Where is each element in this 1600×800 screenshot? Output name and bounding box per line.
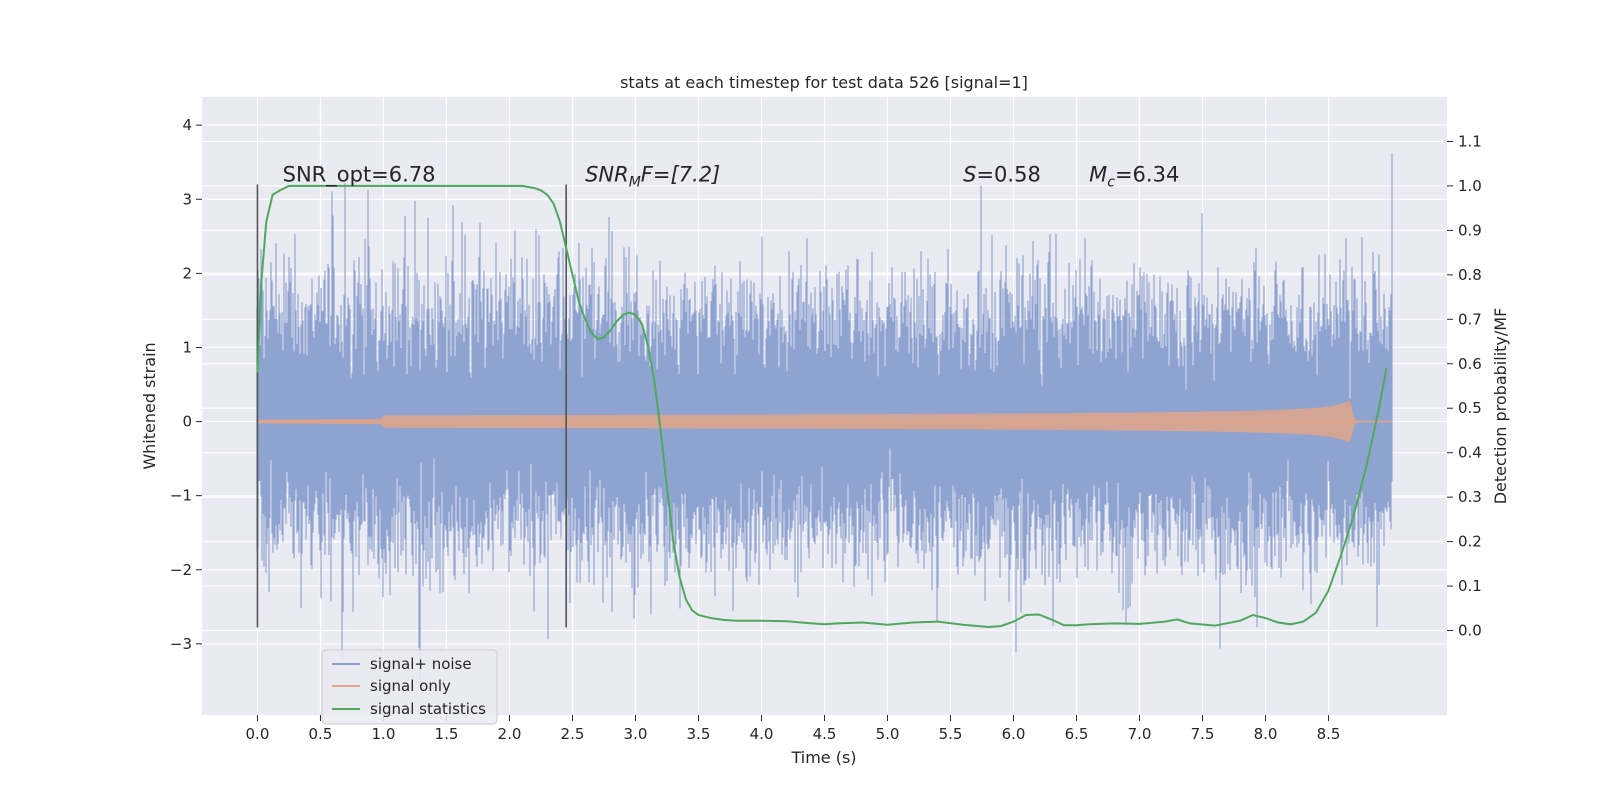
- y2-axis-label: Detection probability/MF: [1491, 308, 1510, 505]
- x-tick-label: 6.0: [1002, 725, 1026, 743]
- x-tick-label: 8.0: [1254, 725, 1278, 743]
- y2-tick-label: 0.7: [1458, 310, 1482, 328]
- legend-label-noise: signal+ noise: [370, 655, 472, 673]
- stats-line: [256, 184, 1388, 629]
- legend-box: [321, 649, 498, 725]
- y2-tick-label: 0.9: [1458, 221, 1482, 239]
- x-tick-label: 4.0: [750, 725, 774, 743]
- legend-label-stats: signal statistics: [370, 700, 486, 718]
- y-axis-label: Whitened strain: [140, 342, 159, 469]
- y2-tick-label: 0.3: [1458, 488, 1482, 506]
- y2-tick-label: 0.8: [1458, 266, 1482, 284]
- y-tick-label: −1: [170, 487, 192, 505]
- x-tick-label: 7.5: [1191, 725, 1215, 743]
- y2-tick-label: 0.1: [1458, 577, 1482, 595]
- y2-tick-label: 1.1: [1458, 132, 1482, 150]
- series-signal-statistics: [256, 184, 1388, 629]
- annotations: SNR_opt=6.78 SNRMF=[7.2] S=0.58 Mc=6.34: [283, 162, 1180, 190]
- y2-tick-label: 0.5: [1458, 399, 1482, 417]
- x-tick-label: 0.0: [246, 725, 270, 743]
- annotation-2: S=0.58: [963, 162, 1041, 186]
- x-axis-label: Time (s): [790, 748, 856, 767]
- y-tick-label: 1: [182, 338, 192, 356]
- x-tick-label: 4.5: [813, 725, 837, 743]
- y-tick-label: 2: [182, 264, 192, 282]
- x-tick-label: 2.0: [498, 725, 522, 743]
- y-tick-label: 0: [182, 413, 192, 431]
- x-tick-label: 2.5: [561, 725, 585, 743]
- y2-tick-label: 1.0: [1458, 177, 1482, 195]
- y-tick-label: 4: [182, 116, 192, 134]
- annotation-3: Mc=6.34: [1089, 162, 1179, 190]
- x-tick-label: 0.5: [309, 725, 333, 743]
- legend: signal+ noise signal only signal statist…: [321, 649, 498, 725]
- annotation-0: SNR_opt=6.78: [283, 162, 436, 187]
- annotation-1: SNRMF=[7.2]: [585, 162, 720, 190]
- y2-tick-label: 0.2: [1458, 533, 1482, 551]
- x-tick-label: 3.5: [687, 725, 711, 743]
- vertical-markers: [256, 184, 567, 628]
- legend-label-signal: signal only: [370, 677, 451, 695]
- x-tick-label: 1.5: [435, 725, 459, 743]
- y2-tick-label: 0.6: [1458, 355, 1482, 373]
- y-tick-label: −2: [170, 561, 192, 579]
- x-tick-label: 5.5: [939, 725, 963, 743]
- axes: 0.0 0.5 1.0 1.5 2.0 2.5 3.0 3.5 4.0 4.5 5.0 5.5 6.0 6…: [170, 116, 1482, 743]
- x-tick-label: 1.0: [372, 725, 396, 743]
- y2-tick-label: 0.4: [1458, 444, 1482, 462]
- x-tick-label: 8.5: [1317, 725, 1341, 743]
- y-tick-label: −3: [170, 635, 192, 653]
- y-tick-label: 3: [182, 190, 192, 208]
- x-tick-label: 3.0: [624, 725, 648, 743]
- chart-title: stats at each timestep for test data 526…: [620, 73, 1028, 92]
- series-signal-only: [257, 400, 1392, 443]
- x-tick-label: 6.5: [1065, 725, 1089, 743]
- x-tick-label: 7.0: [1128, 725, 1152, 743]
- x-tick-label: 5.0: [876, 725, 900, 743]
- y2-tick-label: 0.0: [1458, 622, 1482, 640]
